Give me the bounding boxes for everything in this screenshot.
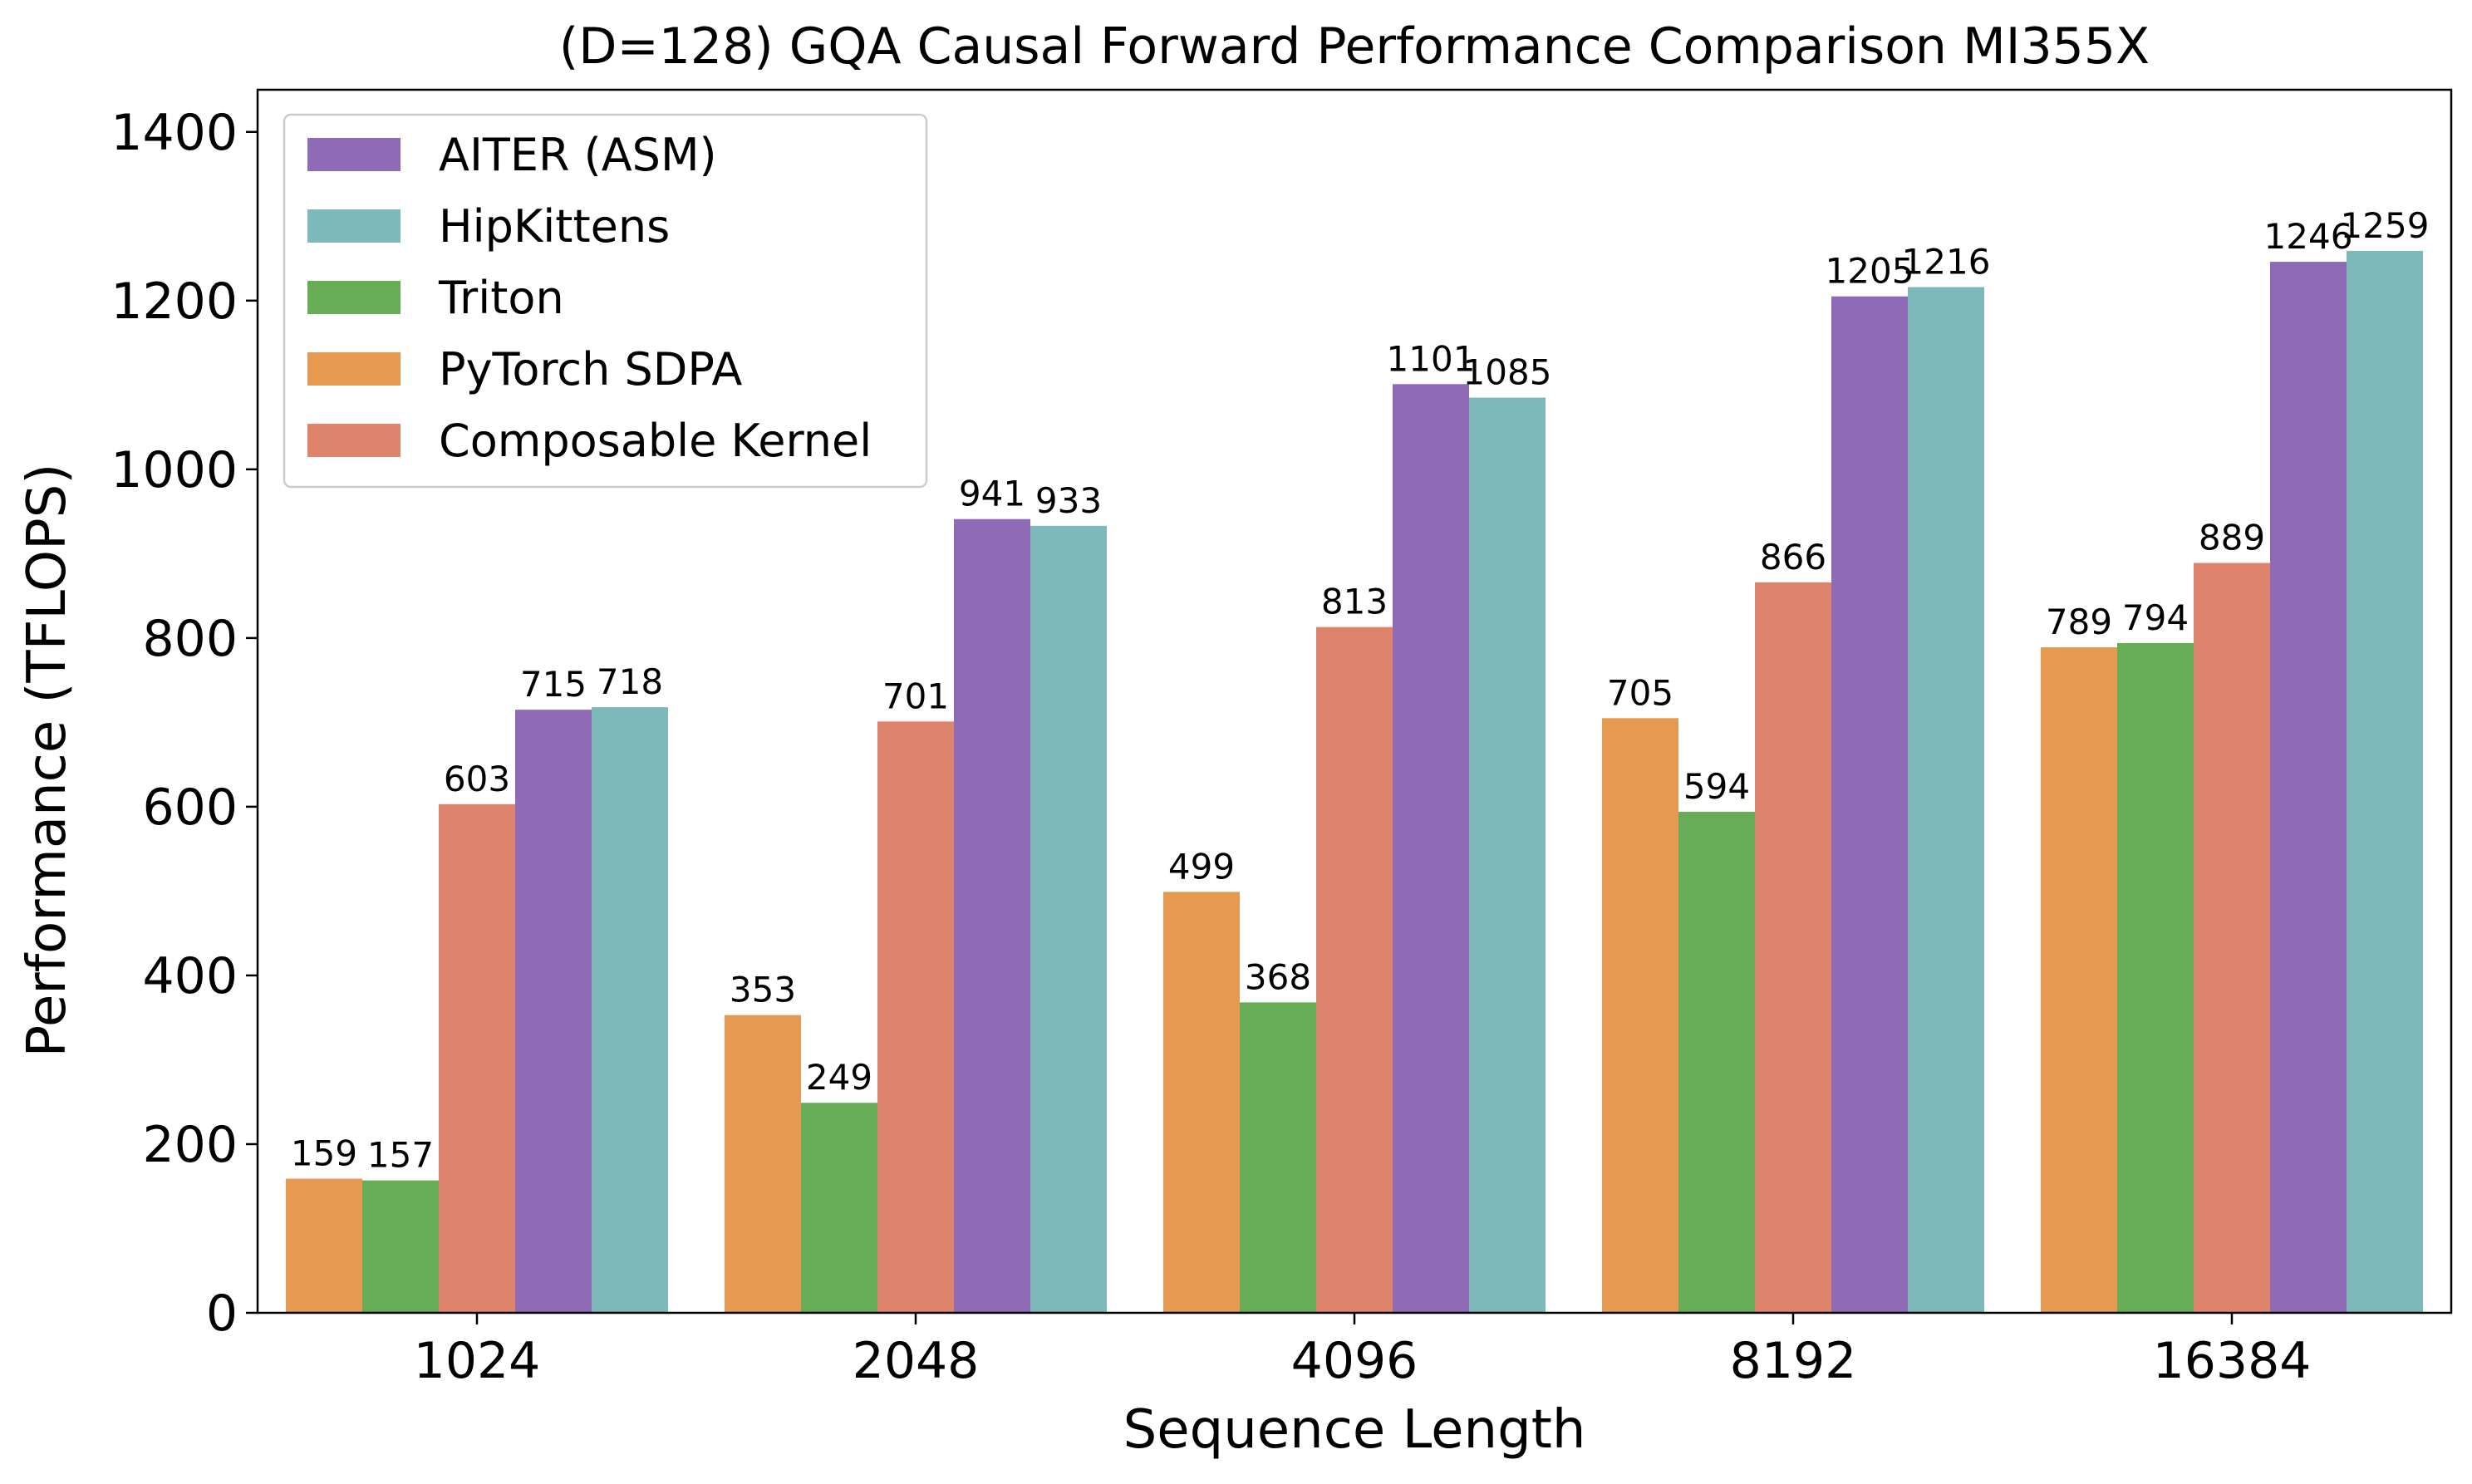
chart-title: (D=128) GQA Causal Forward Performance C… <box>559 17 2150 76</box>
data-label: 249 <box>806 1057 872 1098</box>
legend-swatch <box>307 352 401 386</box>
data-label: 715 <box>520 664 587 705</box>
bar <box>801 1103 877 1313</box>
bar <box>2270 262 2347 1313</box>
data-label: 1216 <box>1902 242 1991 283</box>
data-label: 353 <box>730 970 796 1010</box>
legend-swatch <box>307 209 401 243</box>
data-label: 889 <box>2199 518 2265 558</box>
x-axis-label: Sequence Length <box>1123 1399 1586 1461</box>
data-label: 1259 <box>2341 205 2430 246</box>
legend-swatch <box>307 281 401 314</box>
bar <box>1469 397 1546 1313</box>
bar <box>1755 582 1831 1313</box>
bar <box>1030 525 1107 1313</box>
data-label: 701 <box>882 676 949 716</box>
axes: 1024 2048 4096 8192 16384 0 200 400 600 800 1000 12… <box>111 88 2453 1390</box>
y-tick-label: 800 <box>142 610 238 668</box>
legend-label: HipKittens <box>439 200 670 253</box>
data-label: 1085 <box>1463 352 1552 393</box>
data-label: 157 <box>367 1135 434 1176</box>
plot-frame <box>256 88 2453 1314</box>
bar <box>515 710 592 1313</box>
y-tick-label: 1200 <box>111 273 238 331</box>
data-label: 1101 <box>1387 338 1476 379</box>
bar <box>2117 642 2194 1313</box>
data-label: 705 <box>1607 672 1673 713</box>
data-label: 1246 <box>2264 216 2353 257</box>
bar <box>2347 250 2423 1313</box>
y-tick-label: 1400 <box>111 104 238 162</box>
bar <box>1678 811 1755 1313</box>
x-tick-label: 4096 <box>1291 1332 1418 1390</box>
x-tick-label: 16384 <box>2153 1332 2312 1390</box>
data-label: 1205 <box>1826 251 1914 292</box>
bar <box>1316 627 1393 1313</box>
bar <box>1240 1002 1316 1313</box>
data-label: 941 <box>959 474 1025 514</box>
data-label: 368 <box>1245 956 1311 997</box>
bar <box>592 707 668 1313</box>
x-tick-label: 8192 <box>1730 1332 1857 1390</box>
legend-label: AITER (ASM) <box>439 129 717 181</box>
bar <box>439 803 515 1313</box>
data-label: 794 <box>2122 597 2189 638</box>
x-tick-label: 2048 <box>853 1332 980 1390</box>
bar <box>1831 296 1908 1313</box>
bar <box>954 518 1030 1313</box>
legend-label: Composable Kernel <box>439 415 872 467</box>
y-tick-label: 400 <box>142 947 238 1005</box>
legend-swatch <box>307 424 401 457</box>
data-label: 718 <box>597 661 663 702</box>
legend: AITER (ASM) HipKittens Triton PyTorch SDPA C… <box>283 113 928 489</box>
bar <box>362 1180 439 1313</box>
data-label: 594 <box>1683 766 1750 807</box>
data-label: 813 <box>1321 582 1388 622</box>
legend-box <box>283 113 928 489</box>
bar <box>2194 563 2270 1313</box>
x-tick-label: 1024 <box>414 1332 541 1390</box>
data-label: 866 <box>1760 537 1826 577</box>
bar <box>1908 287 1984 1314</box>
data-label: 933 <box>1035 480 1102 521</box>
bar <box>1163 892 1240 1313</box>
bar <box>1602 718 1678 1313</box>
legend-swatch <box>307 138 401 171</box>
y-tick-label: 600 <box>142 779 238 837</box>
y-tick-label: 0 <box>206 1285 238 1343</box>
legend-label: PyTorch SDPA <box>439 343 742 396</box>
bar <box>1393 384 1469 1313</box>
data-label: 789 <box>2046 602 2112 642</box>
legend-label: Triton <box>438 272 564 324</box>
bar <box>877 721 954 1313</box>
data-label: 159 <box>291 1133 357 1174</box>
y-axis-label: Performance (TFLOPS) <box>17 464 78 1058</box>
y-tick-label: 1000 <box>111 441 238 499</box>
bar <box>725 1015 801 1313</box>
plot-area: 159 157 603 715 718 353 249 701 941 933 499 368 813 1… <box>286 205 2430 1314</box>
y-tick-label: 200 <box>142 1116 238 1174</box>
bar <box>286 1178 362 1313</box>
data-label: 499 <box>1168 846 1235 887</box>
bar <box>2041 647 2117 1313</box>
data-label: 603 <box>444 759 510 799</box>
